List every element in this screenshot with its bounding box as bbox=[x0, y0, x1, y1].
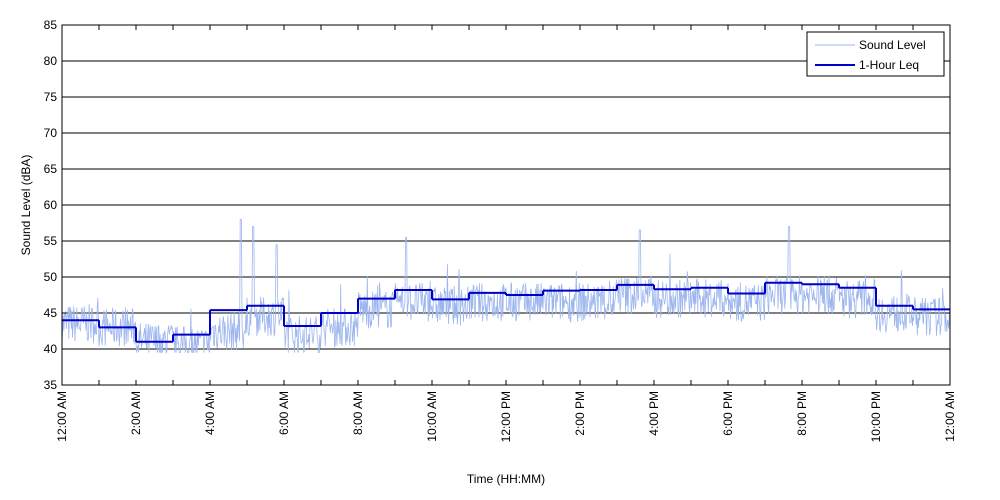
legend-label-leq: 1-Hour Leq bbox=[859, 58, 919, 72]
y-axis-label: Sound Level (dBA) bbox=[19, 155, 33, 256]
y-tick-label-75: 75 bbox=[44, 90, 58, 104]
x-axis-ticks: 12:00 AM 2:00 AM 4:00 AM 6:00 AM 8:00 AM 10:0… bbox=[55, 25, 957, 442]
x-tick-label-9: 6:00 PM bbox=[721, 391, 735, 436]
x-tick-label-2: 4:00 AM bbox=[203, 391, 217, 435]
y-tick-label-55: 55 bbox=[44, 234, 58, 248]
legend-box bbox=[806, 31, 945, 77]
x-tick-label-11: 10:00 PM bbox=[869, 391, 883, 442]
y-tick-label-70: 70 bbox=[44, 126, 58, 140]
sound-level-series bbox=[61, 218, 951, 354]
y-axis-ticks: 35 40 45 50 55 60 65 70 75 80 85 bbox=[44, 18, 950, 392]
x-axis-label: Time (HH:MM) bbox=[467, 472, 545, 486]
y-tick-label-80: 80 bbox=[44, 54, 58, 68]
legend-label-sound-level: Sound Level bbox=[859, 38, 926, 52]
y-tick-label-50: 50 bbox=[44, 270, 58, 284]
x-tick-label-12: 12:00 AM bbox=[943, 391, 957, 442]
x-tick-label-0: 12:00 AM bbox=[55, 391, 69, 442]
y-tick-label-40: 40 bbox=[44, 342, 58, 356]
x-tick-label-3: 6:00 AM bbox=[277, 391, 291, 435]
x-tick-label-8: 4:00 PM bbox=[647, 391, 661, 436]
y-tick-label-65: 65 bbox=[44, 162, 58, 176]
one-hour-leq-series bbox=[62, 281, 950, 343]
legend: Sound Level 1-Hour Leq bbox=[806, 31, 945, 77]
x-tick-label-1: 2:00 AM bbox=[129, 391, 143, 435]
y-tick-label-45: 45 bbox=[44, 306, 58, 320]
x-tick-label-4: 8:00 AM bbox=[351, 391, 365, 435]
horizontal-gridlines bbox=[62, 60, 950, 350]
sound-level-line bbox=[61, 218, 951, 354]
x-tick-label-7: 2:00 PM bbox=[573, 391, 587, 436]
y-tick-label-85: 85 bbox=[44, 18, 58, 32]
x-tick-label-5: 10:00 AM bbox=[425, 391, 439, 442]
y-tick-label-35: 35 bbox=[44, 378, 58, 392]
x-tick-label-10: 8:00 PM bbox=[795, 391, 809, 436]
y-tick-label-60: 60 bbox=[44, 198, 58, 212]
x-tick-label-6: 12:00 PM bbox=[499, 391, 513, 442]
